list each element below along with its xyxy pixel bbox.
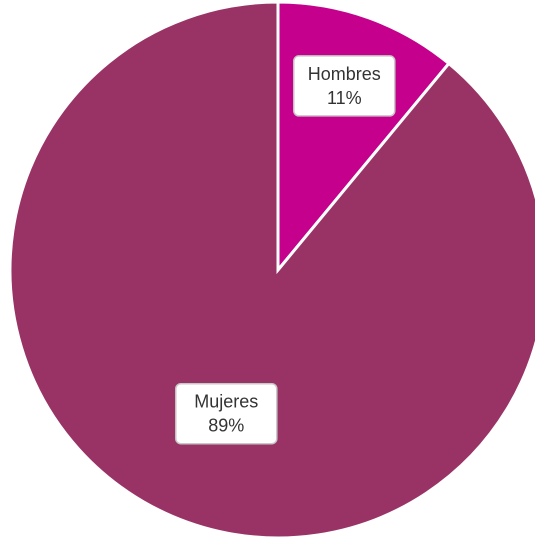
slice-label-name: Hombres [308, 64, 381, 84]
slice-label-hombres: Hombres 11% [293, 55, 396, 117]
slice-label-mujeres: Mujeres 89% [175, 382, 278, 445]
slice-label-name: Mujeres [194, 392, 258, 412]
slices-layer [8, 0, 535, 540]
label-box [175, 382, 278, 445]
pie-slice-mujeres [8, 0, 535, 540]
slice-label-value: 11% [327, 88, 362, 108]
labels-layer: Hombres 11% Mujeres 89% [175, 55, 396, 445]
label-box [293, 55, 396, 117]
slice-label-value: 89% [208, 416, 244, 436]
